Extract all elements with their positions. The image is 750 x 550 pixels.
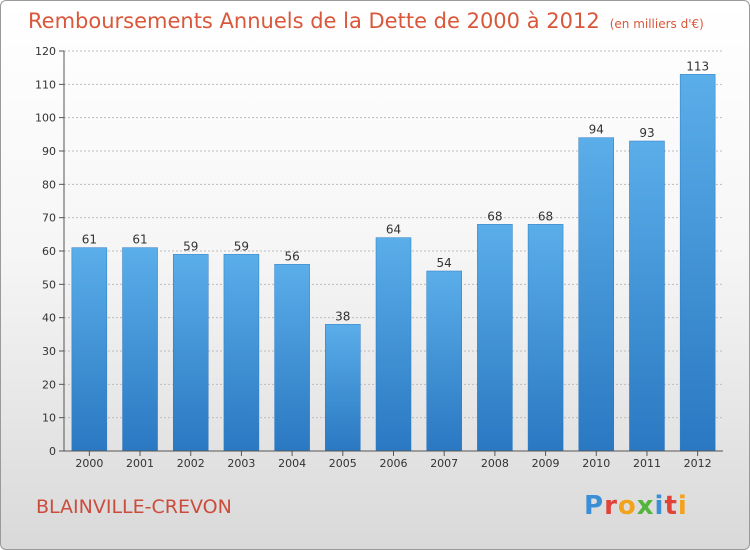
y-tick-label: 90 bbox=[42, 145, 56, 158]
x-tick-label: 2008 bbox=[481, 457, 509, 470]
y-tick-label: 70 bbox=[42, 212, 56, 225]
y-tick-label: 20 bbox=[42, 378, 56, 391]
x-tick-label: 2007 bbox=[430, 457, 458, 470]
y-tick-label: 100 bbox=[35, 112, 56, 125]
y-tick-label: 30 bbox=[42, 345, 56, 358]
y-tick-label: 0 bbox=[49, 445, 56, 458]
y-tick-label: 80 bbox=[42, 178, 56, 191]
bar-2001 bbox=[122, 247, 158, 452]
logo-letter: i bbox=[654, 491, 665, 521]
bar-2012 bbox=[679, 74, 716, 452]
data-label: 38 bbox=[335, 309, 350, 323]
y-tick-label: 50 bbox=[42, 278, 56, 291]
data-label: 94 bbox=[589, 123, 604, 137]
logo-letter: r bbox=[604, 491, 618, 521]
chart-title: Remboursements Annuels de la Dette de 20… bbox=[28, 9, 704, 33]
bar-2003 bbox=[223, 254, 260, 452]
x-tick-label: 2003 bbox=[227, 457, 255, 470]
data-label: 93 bbox=[639, 126, 654, 140]
logo-letter: P bbox=[584, 491, 605, 521]
axis-layer: 0 10 20 30 40 50 60 70 80 90 100 110 120 2000 2001 2002… bbox=[35, 45, 723, 470]
data-label: 68 bbox=[538, 209, 553, 223]
logo-letter: i bbox=[677, 491, 688, 521]
bar-2010 bbox=[578, 137, 615, 452]
x-tick-label: 2002 bbox=[177, 457, 205, 470]
y-tick-label: 10 bbox=[42, 412, 56, 425]
bar-2005 bbox=[325, 324, 361, 452]
bar-2002 bbox=[172, 254, 209, 452]
data-label: 61 bbox=[82, 233, 97, 247]
chart-title-text: Remboursements Annuels de la Dette de 20… bbox=[28, 9, 600, 33]
data-label: 68 bbox=[487, 209, 502, 223]
bar-2011 bbox=[629, 140, 665, 452]
x-tick-label: 2009 bbox=[532, 457, 560, 470]
bar-2000 bbox=[71, 247, 108, 452]
bars-layer: 61 61 59 59 56 38 64 54 68 68 94 93 113 bbox=[71, 59, 716, 452]
logo-letter: o bbox=[617, 491, 637, 521]
x-tick-label: 2004 bbox=[278, 457, 306, 470]
data-label: 61 bbox=[132, 233, 147, 247]
x-tick-label: 2011 bbox=[633, 457, 661, 470]
chart-unit: (en milliers d'€) bbox=[609, 17, 704, 31]
y-tick-label: 110 bbox=[35, 78, 56, 91]
x-tick-label: 2000 bbox=[75, 457, 103, 470]
bar-2007 bbox=[426, 270, 462, 452]
y-tick-label: 60 bbox=[42, 245, 56, 258]
data-label: 56 bbox=[284, 249, 299, 263]
logo-letter: t bbox=[664, 491, 678, 521]
data-label: 113 bbox=[686, 59, 709, 73]
data-label: 59 bbox=[234, 239, 249, 253]
bar-2009 bbox=[527, 224, 564, 452]
x-tick-label: 2010 bbox=[582, 457, 610, 470]
y-tick-label: 120 bbox=[35, 45, 56, 58]
bar-2008 bbox=[477, 224, 513, 452]
commune-name: BLAINVILLE-CREVON bbox=[36, 496, 232, 518]
bar-2006 bbox=[375, 237, 412, 452]
x-tick-label: 2001 bbox=[126, 457, 154, 470]
proxiti-logo: Proxiti bbox=[584, 491, 688, 521]
x-tick-label: 2005 bbox=[329, 457, 357, 470]
data-label: 59 bbox=[183, 239, 198, 253]
x-tick-label: 2012 bbox=[684, 457, 712, 470]
logo-letter: x bbox=[636, 491, 655, 521]
data-label: 54 bbox=[437, 256, 452, 270]
data-label: 64 bbox=[386, 223, 401, 237]
bar-2004 bbox=[274, 264, 310, 452]
y-tick-label: 40 bbox=[42, 312, 56, 325]
x-tick-label: 2006 bbox=[380, 457, 408, 470]
